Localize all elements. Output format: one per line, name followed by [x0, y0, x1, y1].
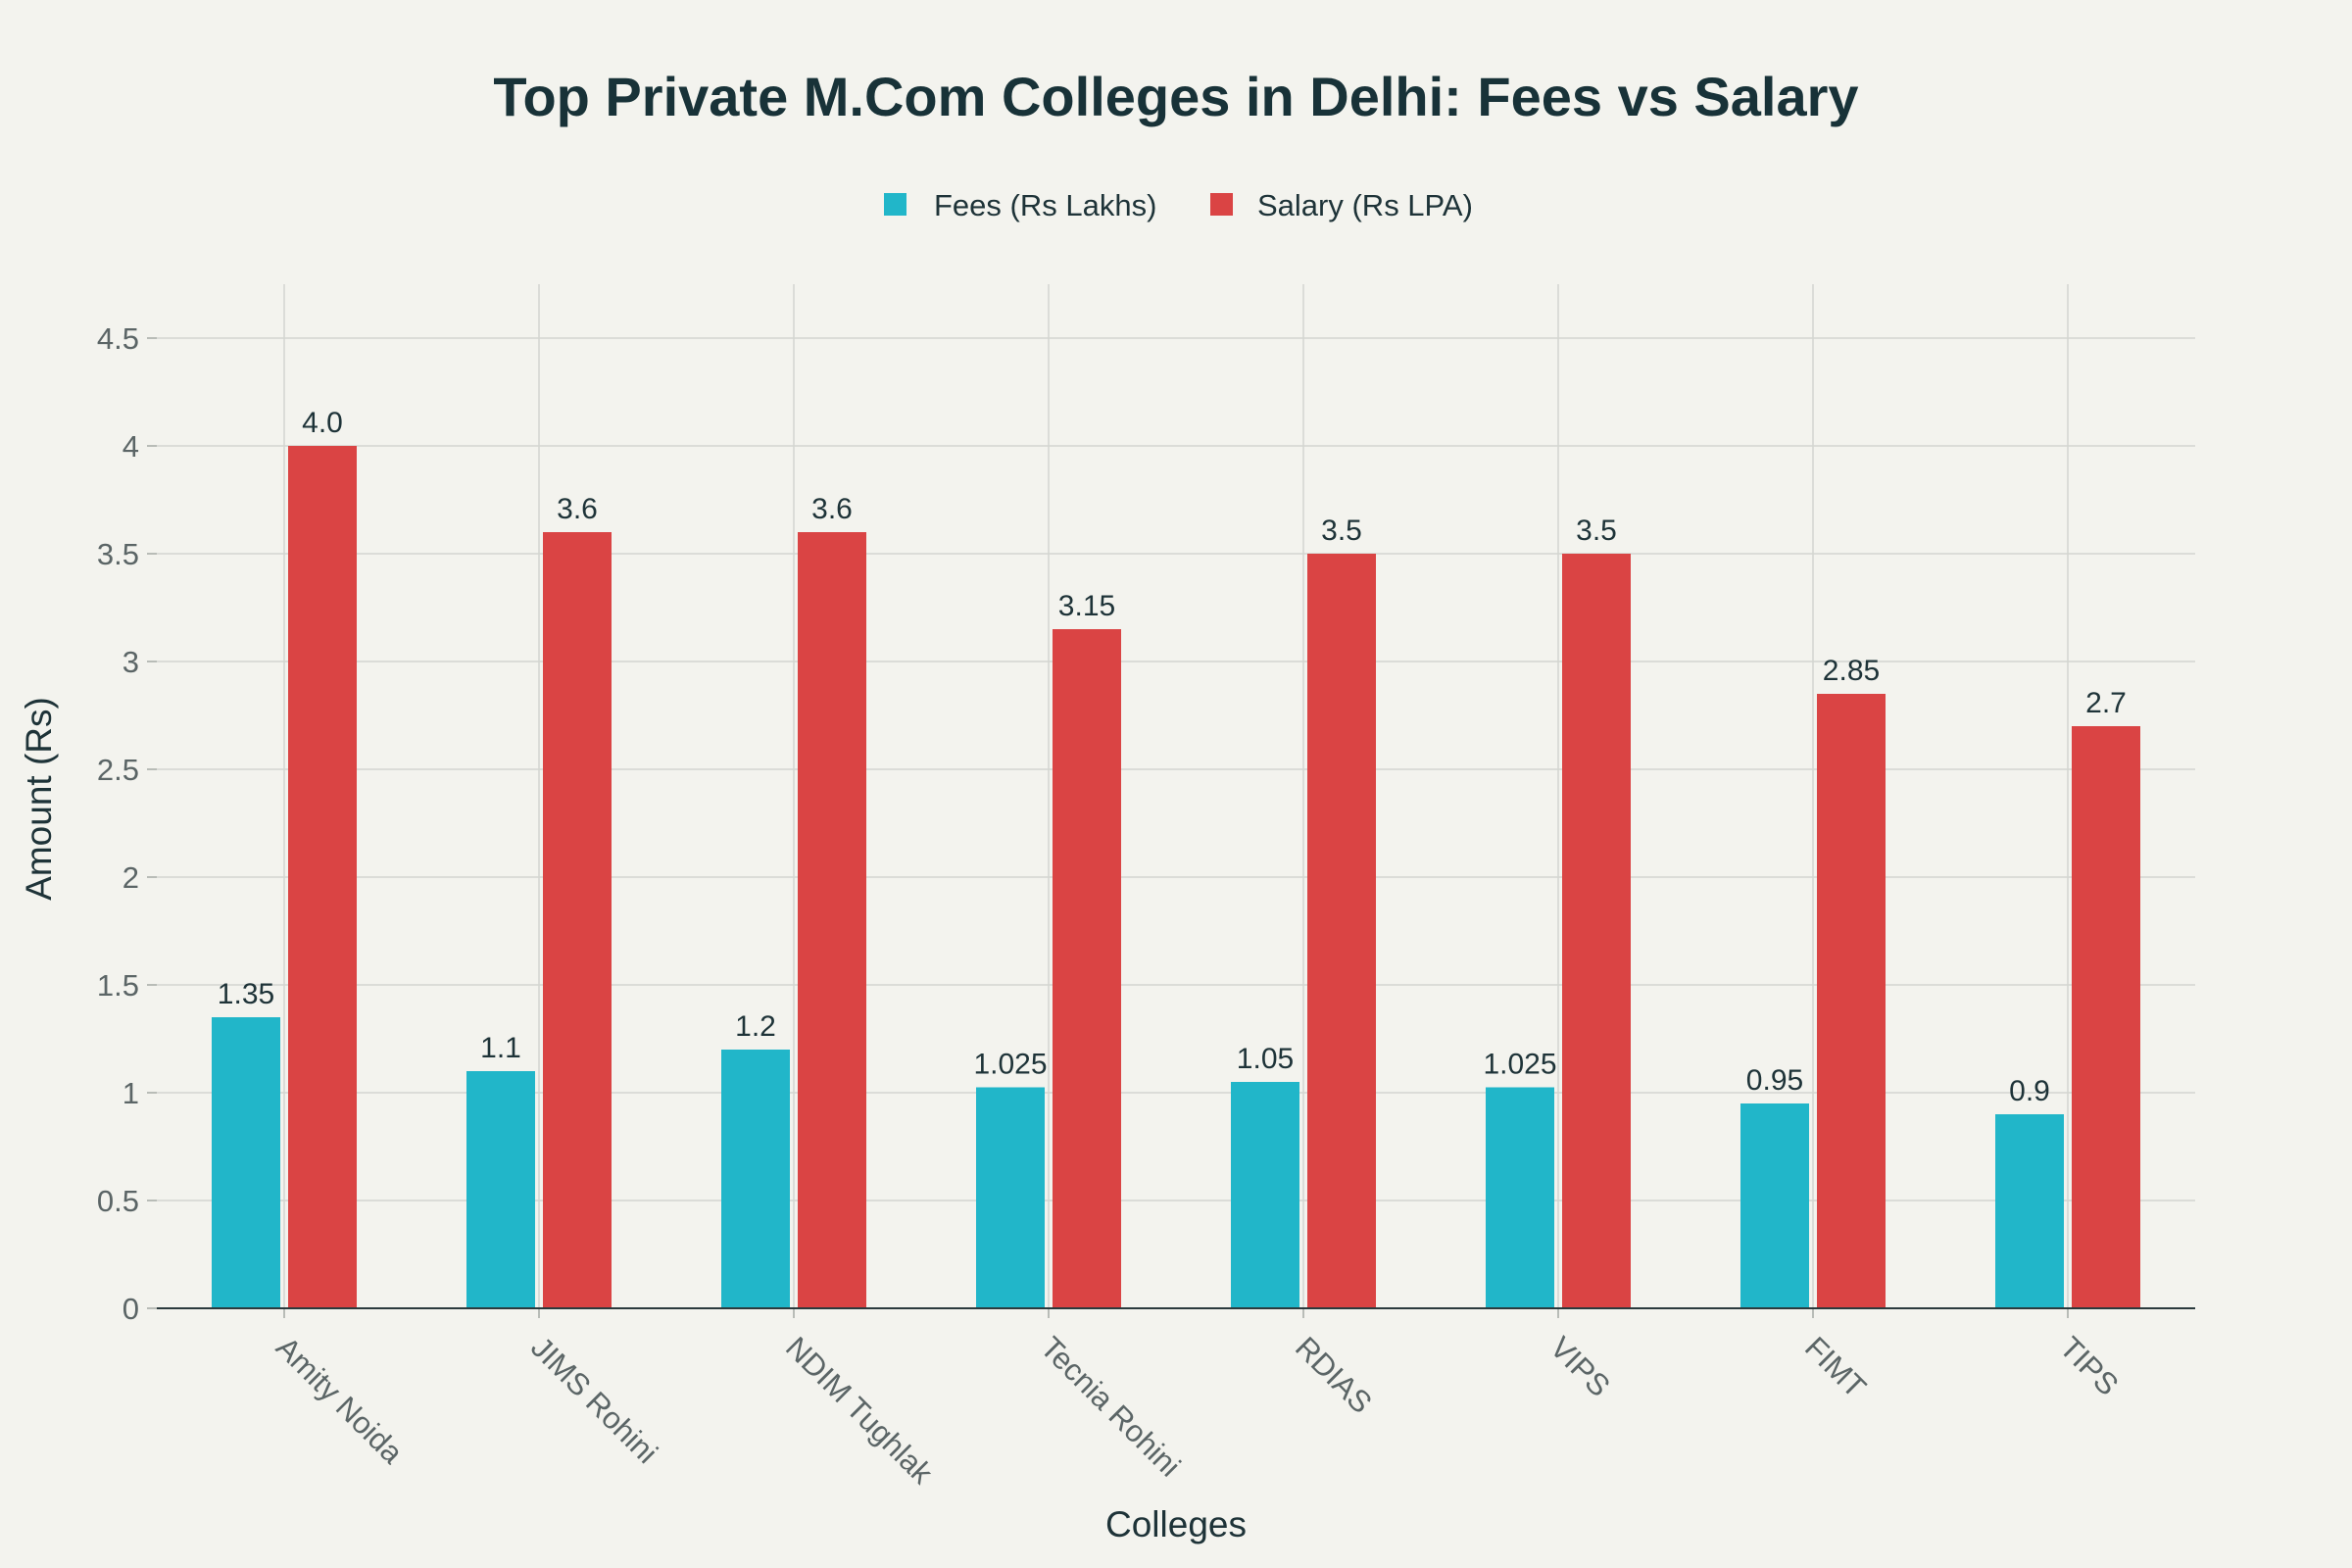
- data-label-salary: 3.6: [811, 493, 853, 525]
- data-label-fees: 0.95: [1746, 1064, 1803, 1097]
- x-axis-ticks: Amity Noida JIMS Rohini NDIM Tughlak Tecnia…: [270, 1308, 2126, 1491]
- data-label-salary: 2.85: [1823, 655, 1880, 687]
- x-tick-label: Amity Noida: [270, 1330, 410, 1470]
- x-tick-label: JIMS Rohini: [524, 1330, 664, 1470]
- y-tick-label: 3: [122, 645, 139, 679]
- bar-fees: [721, 1050, 790, 1308]
- bar-fees: [212, 1017, 280, 1308]
- data-label-salary: 3.15: [1058, 590, 1115, 622]
- bar-salary: [798, 532, 866, 1308]
- chart-title: Top Private M.Com Colleges in Delhi: Fee…: [493, 66, 1858, 127]
- data-labels: 1.35 1.1 1.2 1.025 1.05 1.025 0.95 0.9 4.0 3.6 3.6…: [218, 407, 2127, 1107]
- data-label-fees: 1.1: [480, 1032, 521, 1064]
- bar-salary: [1053, 629, 1121, 1308]
- gridlines: [157, 284, 2195, 1308]
- bar-salary: [288, 446, 357, 1308]
- bar-salary: [543, 532, 612, 1308]
- data-label-fees: 1.025: [973, 1049, 1047, 1081]
- x-axis-title: Colleges: [1105, 1504, 1247, 1544]
- x-tick-label: NDIM Tughlak: [779, 1330, 940, 1491]
- x-tick-label: TIPS: [2053, 1330, 2125, 1401]
- data-label-fees: 1.2: [735, 1010, 776, 1043]
- y-tick-label: 3.5: [97, 537, 139, 571]
- y-tick-label: 4.5: [97, 321, 139, 356]
- data-label-fees: 1.025: [1483, 1049, 1556, 1081]
- bar-fees: [1995, 1114, 2064, 1308]
- bar-salary: [1307, 554, 1376, 1308]
- bar-salary: [2072, 726, 2140, 1308]
- y-tick-label: 1: [122, 1076, 139, 1110]
- x-tick-label: RDIAS: [1289, 1330, 1379, 1420]
- data-label-fees: 1.05: [1237, 1043, 1294, 1075]
- y-axis-title: Amount (Rs): [19, 697, 59, 901]
- bar-fees: [466, 1071, 535, 1308]
- data-label-salary: 2.7: [2085, 687, 2127, 719]
- bars: [212, 446, 2140, 1308]
- x-tick-label: VIPS: [1544, 1330, 1617, 1403]
- x-tick-label: FIMT: [1798, 1330, 1873, 1404]
- legend-swatch-fees: [884, 193, 906, 216]
- data-label-fees: 0.9: [2009, 1075, 2050, 1107]
- bar-fees: [1231, 1082, 1299, 1308]
- bar-fees: [1740, 1103, 1809, 1308]
- y-axis-ticks: 0 0.5 1 1.5 2 2.5 3 3.5 4 4.5: [97, 321, 157, 1326]
- data-label-fees: 1.35: [218, 978, 274, 1010]
- bar-fees: [976, 1087, 1045, 1308]
- data-label-salary: 3.5: [1576, 514, 1617, 547]
- y-tick-label: 1.5: [97, 968, 139, 1003]
- data-label-salary: 3.6: [557, 493, 598, 525]
- legend: Fees (Rs Lakhs) Salary (Rs LPA): [884, 188, 1473, 222]
- y-tick-label: 0: [122, 1292, 139, 1326]
- bar-salary: [1817, 694, 1886, 1308]
- bar-salary: [1562, 554, 1631, 1308]
- x-tick-label: Tecnia Rohini: [1034, 1330, 1187, 1483]
- data-label-salary: 3.5: [1321, 514, 1362, 547]
- y-tick-label: 2: [122, 860, 139, 895]
- legend-label-salary: Salary (Rs LPA): [1257, 188, 1473, 222]
- y-tick-label: 0.5: [97, 1184, 139, 1218]
- bar-fees: [1486, 1087, 1554, 1308]
- y-tick-label: 4: [122, 429, 139, 464]
- legend-label-fees: Fees (Rs Lakhs): [934, 188, 1156, 222]
- data-label-salary: 4.0: [302, 407, 343, 439]
- legend-swatch-salary: [1210, 193, 1233, 216]
- y-tick-label: 2.5: [97, 753, 139, 787]
